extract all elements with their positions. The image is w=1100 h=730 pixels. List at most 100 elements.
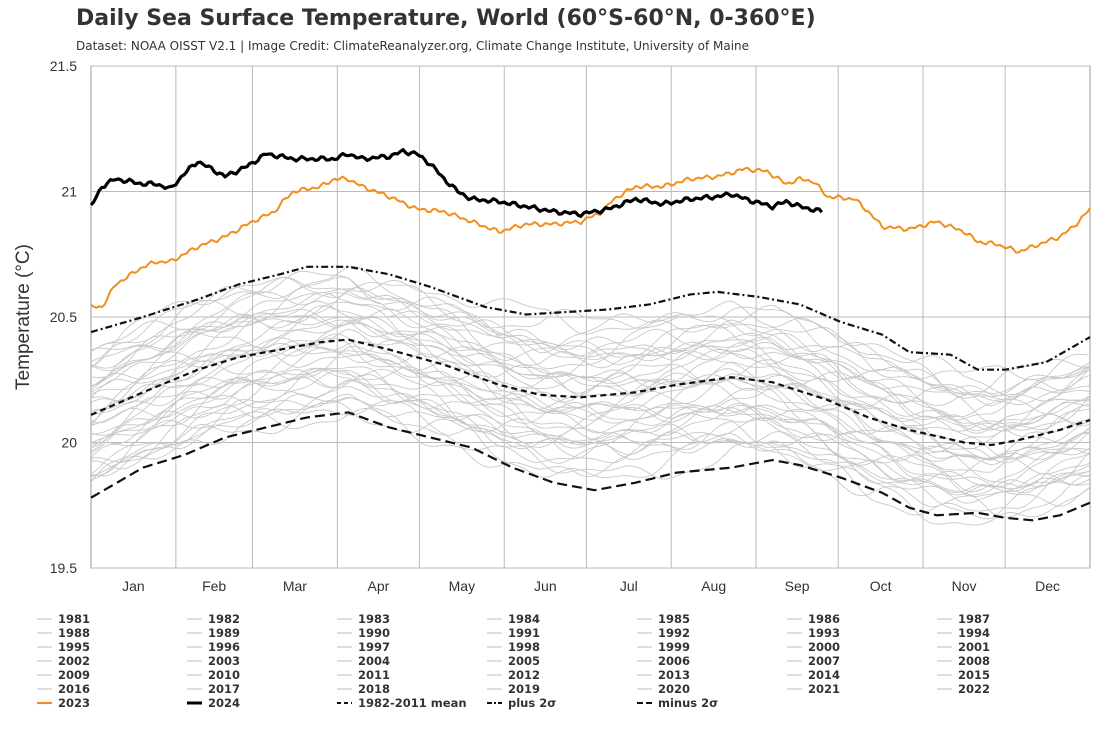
legend-label: 2002 bbox=[58, 654, 91, 668]
legend-swatch bbox=[637, 674, 652, 676]
legend-label: 2008 bbox=[958, 654, 991, 668]
year-line-1994 bbox=[90, 367, 1091, 488]
year-line-1982 bbox=[90, 397, 1091, 516]
sst-line-chart: 19.5 20 20.5 21 21.5 Jan Feb Mar Apr May Jun Jul Aug… bbox=[13, 58, 1091, 594]
legend-swatch bbox=[37, 688, 52, 690]
year-line-2022 bbox=[90, 277, 1091, 399]
legend-label: 1985 bbox=[658, 612, 691, 626]
legend-swatch bbox=[937, 688, 952, 690]
legend-swatch bbox=[37, 701, 52, 705]
legend-swatch bbox=[637, 646, 652, 648]
x-tick-label: Feb bbox=[202, 578, 226, 594]
legend-swatch bbox=[637, 632, 652, 634]
legend-label: 1983 bbox=[358, 612, 391, 626]
year-line-2011 bbox=[90, 301, 1091, 415]
x-tick-label: Jun bbox=[534, 578, 557, 594]
legend-swatch bbox=[337, 660, 352, 662]
legend-label: 1990 bbox=[358, 626, 391, 640]
legend-swatch bbox=[937, 674, 952, 676]
x-tick-label: Oct bbox=[870, 578, 892, 594]
year-line-2014 bbox=[90, 287, 1091, 421]
x-tick-label: Nov bbox=[952, 578, 977, 594]
legend-label: 2016 bbox=[58, 682, 91, 696]
legend-swatch bbox=[937, 646, 952, 648]
x-tick-label: Jan bbox=[122, 578, 145, 594]
legend-swatch bbox=[937, 660, 952, 662]
x-tick-label: Aug bbox=[701, 578, 726, 594]
series-line-1982-2011-mean bbox=[90, 338, 1091, 447]
legend-label: 1989 bbox=[208, 626, 241, 640]
x-tick-label: Jul bbox=[620, 578, 638, 594]
year-line-1997 bbox=[90, 333, 1091, 464]
legend-label: 2007 bbox=[808, 654, 841, 668]
year-line-2017 bbox=[90, 285, 1091, 402]
legend-swatch bbox=[187, 632, 202, 634]
legend-swatch bbox=[187, 660, 202, 662]
year-line-1995 bbox=[90, 366, 1091, 493]
legend-label: 1987 bbox=[958, 612, 991, 626]
legend-label: 1984 bbox=[508, 612, 541, 626]
legend-label: 1982-2011 mean bbox=[358, 696, 467, 710]
legend-label: 1981 bbox=[58, 612, 91, 626]
legend-swatch bbox=[637, 660, 652, 662]
year-line-2020 bbox=[90, 265, 1091, 381]
legend-swatch bbox=[337, 646, 352, 648]
year-line-2015 bbox=[90, 276, 1091, 404]
series-line-2023 bbox=[90, 166, 1091, 309]
legend-swatch bbox=[37, 618, 52, 620]
legend-label: plus 2σ bbox=[508, 696, 557, 710]
legend-label: 2017 bbox=[208, 682, 241, 696]
legend-label: 2015 bbox=[958, 668, 991, 682]
year-line-1985 bbox=[90, 400, 1091, 518]
legend-swatch bbox=[37, 646, 52, 648]
year-line-2009 bbox=[90, 319, 1091, 432]
legend-swatch bbox=[487, 660, 502, 662]
legend-swatch bbox=[787, 688, 802, 690]
year-line-1999 bbox=[90, 349, 1091, 461]
x-tick-label: Sep bbox=[785, 578, 810, 594]
chart-title: Daily Sea Surface Temperature, World (60… bbox=[76, 6, 816, 31]
legend-label: 2018 bbox=[358, 682, 391, 696]
legend-swatch bbox=[487, 674, 502, 676]
legend-label: 2009 bbox=[58, 668, 91, 682]
legend-label: 2024 bbox=[208, 696, 241, 710]
year-line-2021 bbox=[90, 270, 1091, 398]
year-line-2008 bbox=[90, 313, 1091, 431]
legend-swatch bbox=[637, 618, 652, 620]
legend-label: 1994 bbox=[958, 626, 991, 640]
legend-label: 1991 bbox=[508, 626, 541, 640]
year-line-1998 bbox=[90, 337, 1091, 466]
legend-label: 1986 bbox=[808, 612, 841, 626]
legend-label: 1992 bbox=[658, 626, 691, 640]
legend-swatch bbox=[187, 688, 202, 690]
year-line-2004 bbox=[90, 339, 1091, 461]
legend-swatch bbox=[37, 660, 52, 662]
legend-swatch bbox=[937, 632, 952, 634]
legend-label: 2001 bbox=[958, 640, 991, 654]
legend-swatch bbox=[487, 702, 502, 704]
year-line-1990 bbox=[90, 376, 1091, 496]
legend-swatch bbox=[787, 618, 802, 620]
legend-swatch bbox=[487, 632, 502, 634]
legend-swatch bbox=[337, 632, 352, 634]
year-line-1993 bbox=[90, 366, 1091, 475]
x-tick-label: Mar bbox=[283, 578, 307, 594]
legend-swatch bbox=[937, 618, 952, 620]
legend-swatch bbox=[337, 674, 352, 676]
y-tick-label: 20.5 bbox=[50, 309, 77, 325]
legend-label: 2011 bbox=[358, 668, 391, 682]
legend-swatch bbox=[787, 646, 802, 648]
legend-label: 2004 bbox=[358, 654, 391, 668]
y-tick-label: 21.5 bbox=[50, 58, 77, 74]
legend-label: 2005 bbox=[508, 654, 541, 668]
year-line-2019 bbox=[90, 282, 1091, 395]
legend-swatch bbox=[187, 674, 202, 676]
legend-swatch bbox=[337, 688, 352, 690]
legend-label: 1999 bbox=[658, 640, 691, 654]
legend-label: 1998 bbox=[508, 640, 541, 654]
legend-label: 1982 bbox=[208, 612, 241, 626]
year-line-1989 bbox=[90, 369, 1091, 497]
year-line-2006 bbox=[90, 305, 1091, 432]
year-line-2001 bbox=[90, 341, 1091, 450]
legend-swatch bbox=[487, 618, 502, 620]
